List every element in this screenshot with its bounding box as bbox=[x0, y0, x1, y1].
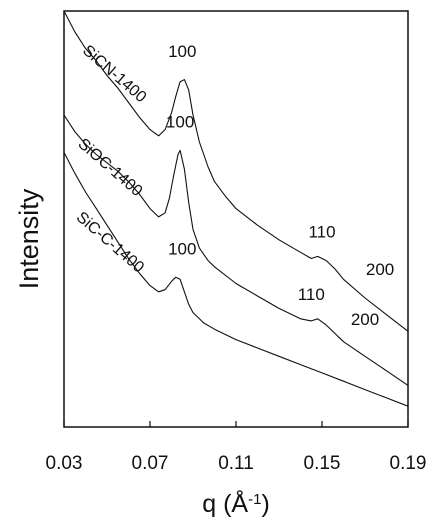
x-axis-label-suffix: ) bbox=[261, 490, 269, 518]
x-tick-label: 0.07 bbox=[132, 453, 169, 474]
series-layer bbox=[63, 10, 409, 407]
x-tick-label: 0.03 bbox=[46, 453, 83, 474]
peak-label: 100 bbox=[168, 239, 196, 258]
series-label: SiC-C-1400 bbox=[73, 209, 147, 277]
series-label: SiCN-1400 bbox=[79, 42, 149, 106]
x-ticks: 0.03 0.07 0.11 0.15 0.19 bbox=[46, 421, 427, 474]
peak-label: 100 bbox=[168, 42, 196, 61]
peak-label: 200 bbox=[351, 310, 379, 329]
x-axis-label-exponent: -1 bbox=[248, 491, 261, 508]
peak-label: 110 bbox=[308, 223, 335, 242]
x-axis-label-prefix: q ( bbox=[202, 490, 232, 518]
annotations: 100100110200100110200SiCN-1400SiOC-1400S… bbox=[73, 42, 394, 329]
x-tick-label: 0.15 bbox=[304, 453, 341, 474]
x-tick-label: 0.19 bbox=[390, 453, 427, 474]
series-line-1 bbox=[63, 10, 409, 332]
peak-label: 110 bbox=[298, 285, 325, 304]
peak-label: 200 bbox=[366, 260, 394, 279]
x-tick-label: 0.11 bbox=[218, 453, 254, 474]
series-line-2 bbox=[63, 114, 409, 386]
x-axis-label: q (Å-1) bbox=[202, 488, 270, 518]
y-axis-label: Intensity bbox=[14, 188, 44, 289]
peak-label: 100 bbox=[166, 112, 194, 131]
x-axis-label-unit: Å bbox=[231, 488, 248, 518]
series-line-3 bbox=[63, 152, 409, 407]
